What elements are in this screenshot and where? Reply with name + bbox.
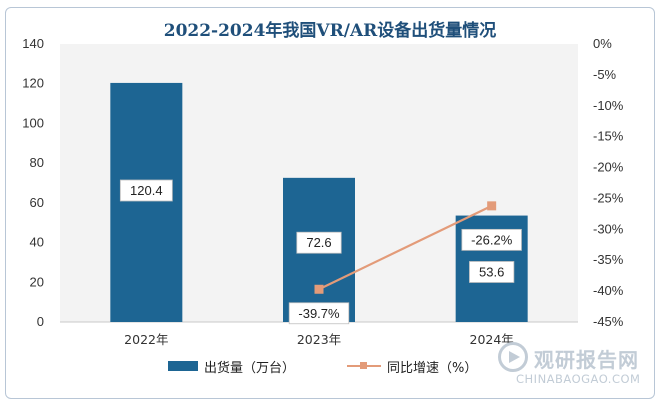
bar-data-label: 72.6	[306, 235, 331, 250]
x-tick-label: 2024年	[470, 332, 514, 347]
bar-data-label: 53.6	[479, 264, 504, 279]
y-left-tick-label: 20	[30, 274, 44, 289]
growth-line	[318, 204, 493, 291]
watermark: 观研报告网 CHINABAOGAO.COM	[498, 340, 646, 390]
y-right-tick-label: -10%	[593, 98, 624, 113]
legend-swatch-line	[347, 361, 382, 371]
chart-legend: 出货量（万台） 同比增速（%）	[168, 356, 477, 376]
y-right-tick-label: -40%	[593, 283, 624, 298]
legend-label-growth: 同比增速（%）	[387, 360, 478, 376]
y-right-tick-label: -25%	[593, 190, 624, 205]
y-left-tick-label: 140	[22, 36, 44, 51]
growth-data-label: -26.2%	[471, 232, 513, 247]
y-left-tick-label: 100	[22, 115, 44, 130]
y-left-tick-label: 0	[37, 314, 44, 329]
growth-data-label-box	[288, 302, 350, 325]
y-right-tick-label: -20%	[593, 160, 624, 175]
y-right-tick-label: -15%	[593, 129, 624, 144]
x-tick-label: 2022年	[124, 332, 168, 347]
growth-data-label: -39.7%	[298, 306, 340, 321]
y-left-tick-label: 80	[30, 155, 44, 170]
y-right-tick-label: 0%	[593, 36, 612, 51]
y-right-tick-label: -35%	[593, 252, 624, 267]
play-logo-icon	[498, 342, 528, 372]
y-left-tick-label: 60	[30, 195, 44, 210]
y-left-tick-label: 120	[22, 76, 44, 91]
bar-data-label-box	[119, 179, 173, 202]
legend-item-growth: 同比增速（%）	[347, 357, 477, 376]
watermark-brand-en: CHINABAOGAO.COM	[516, 372, 641, 386]
y-left-tick-label: 40	[30, 235, 44, 250]
legend-label-shipments: 出货量（万台）	[204, 360, 296, 376]
x-tick-label: 2023年	[297, 332, 341, 347]
bar-data-label-box	[296, 231, 342, 254]
growth-point	[487, 201, 497, 211]
y-right-tick-label: -5%	[593, 67, 617, 82]
chart-title: 2022-2024年我国VR/AR设备出货量情况	[163, 21, 497, 41]
bar	[110, 82, 183, 322]
legend-item-shipments: 出货量（万台）	[168, 357, 295, 376]
y-right-tick-label: -30%	[593, 221, 624, 236]
growth-data-label-box	[461, 228, 522, 251]
legend-swatch-bar	[168, 361, 198, 371]
y-right-tick-label: -45%	[593, 314, 624, 329]
bar-data-label: 120.4	[130, 183, 163, 198]
watermark-brand-cn: 观研报告网	[534, 348, 639, 372]
bar-data-label-box	[469, 261, 515, 283]
growth-point	[314, 284, 324, 294]
